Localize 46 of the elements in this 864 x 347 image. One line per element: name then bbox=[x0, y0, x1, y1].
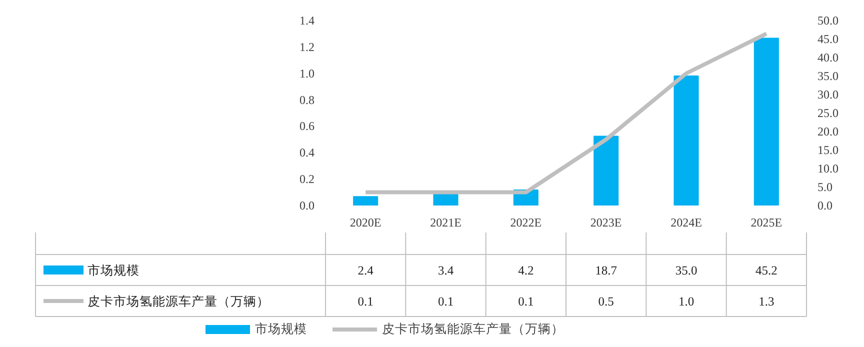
y-tick-label: 1.0 bbox=[300, 66, 314, 80]
data-label: 0.1 bbox=[358, 294, 374, 308]
y2-tick-label: 20.0 bbox=[818, 124, 838, 138]
data-label: 3.4 bbox=[438, 264, 454, 278]
data-label: 4.2 bbox=[518, 264, 534, 278]
legend-label: 市场规模 bbox=[255, 320, 307, 338]
text: 皮卡市场氢能源车产量（万辆） bbox=[88, 294, 270, 308]
y-tick-label: 1.4 bbox=[300, 14, 314, 28]
data-label: 45.2 bbox=[755, 264, 778, 278]
y-tick-label: 0.2 bbox=[300, 172, 314, 186]
y2-tick-label: 35.0 bbox=[818, 69, 838, 83]
x-tick-label: 2021E bbox=[430, 216, 462, 230]
y-tick-label: 0.0 bbox=[300, 198, 314, 212]
data-label: 0.1 bbox=[438, 294, 454, 308]
x-tick-label: 2022E bbox=[510, 216, 542, 230]
y2-tick-label: 25.0 bbox=[818, 106, 838, 120]
y2-tick-label: 50.0 bbox=[818, 14, 838, 28]
y-tick-label: 0.6 bbox=[300, 119, 314, 134]
x-tick-label: 2020E bbox=[350, 216, 382, 230]
data-label: 0.5 bbox=[598, 294, 614, 308]
data-label: 0.1 bbox=[518, 294, 534, 308]
y-tick-label: 0.8 bbox=[300, 92, 314, 107]
y2-tick-label: 45.0 bbox=[818, 32, 838, 46]
y2-tick-label: 5.0 bbox=[818, 180, 832, 194]
data-label: 1.3 bbox=[758, 294, 774, 308]
data-label: 18.7 bbox=[595, 264, 618, 278]
y2-tick-label: 10.0 bbox=[818, 162, 838, 176]
data-label: 1.0 bbox=[678, 294, 694, 308]
bar bbox=[754, 38, 779, 206]
y-tick-label: 1.2 bbox=[300, 40, 314, 54]
x-tick-label: 2025E bbox=[750, 216, 782, 230]
y2-tick-label: 30.0 bbox=[818, 88, 838, 102]
y-tick-label: 0.4 bbox=[300, 146, 314, 160]
data-label: 35.0 bbox=[675, 264, 698, 278]
x-tick-label: 2023E bbox=[590, 216, 622, 230]
data-label: 2.4 bbox=[358, 264, 374, 278]
y2-tick-label: 40.0 bbox=[818, 50, 838, 64]
bar bbox=[594, 136, 619, 206]
legend-label: 皮卡市场氢能源车产量（万辆） bbox=[382, 320, 564, 338]
x-tick-label: 2024E bbox=[670, 216, 702, 230]
bar bbox=[353, 196, 378, 206]
y2-tick-label: 15.0 bbox=[818, 143, 838, 157]
line-series bbox=[364, 32, 768, 194]
bar bbox=[674, 76, 699, 206]
text: 市场规模 bbox=[88, 262, 140, 278]
y2-tick-label: 0.0 bbox=[818, 198, 832, 212]
